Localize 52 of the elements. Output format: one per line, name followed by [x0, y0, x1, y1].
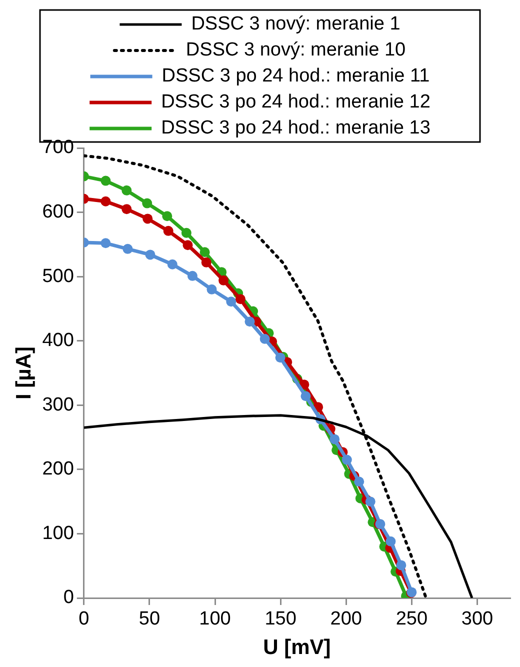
point	[396, 560, 406, 570]
legend-label: DSSC 3 po 24 hod.: meranie 13	[161, 118, 430, 139]
legend-label: DSSC 3 po 24 hod.: meranie 12	[161, 92, 430, 113]
point	[218, 275, 229, 286]
point	[235, 294, 246, 304]
legend-label: DSSC 3 po 24 hod.: meranie 11	[162, 66, 430, 87]
legend-label: DSSC 3 nový: meranie 10	[186, 40, 406, 61]
x-tick-label: 250	[396, 608, 428, 630]
point	[244, 316, 255, 327]
point	[342, 454, 352, 465]
y-axis-title: I [µA]	[12, 346, 36, 400]
y-tick-label: 400	[42, 330, 74, 352]
point	[330, 434, 340, 444]
point	[122, 244, 133, 254]
point	[162, 211, 172, 222]
point	[167, 259, 178, 270]
point	[182, 240, 193, 250]
point	[275, 352, 286, 363]
y-tick-label: 500	[42, 266, 74, 287]
x-tick-label: 50	[138, 608, 160, 630]
point	[142, 198, 152, 208]
point	[187, 270, 198, 281]
x-axis-title: U [mV]	[263, 636, 331, 660]
point	[145, 250, 156, 260]
point	[201, 257, 212, 268]
x-tick-label: 100	[199, 608, 231, 630]
y-tick-label: 0	[63, 587, 74, 608]
y-tick-label: 300	[42, 394, 74, 416]
x-tick-label: 0	[78, 608, 90, 630]
point	[365, 496, 376, 507]
point	[142, 214, 153, 224]
point	[181, 228, 192, 238]
y-tick-label: 100	[42, 522, 74, 544]
point	[100, 238, 111, 248]
point	[354, 476, 364, 487]
y-tick-label: 200	[42, 458, 74, 480]
x-tick-label: 150	[264, 608, 296, 630]
point	[206, 284, 217, 294]
point	[100, 196, 111, 206]
x-tick-label: 200	[330, 608, 362, 630]
x-tick-label: 300	[461, 608, 494, 630]
point	[300, 391, 311, 402]
point	[260, 334, 270, 344]
point	[386, 536, 396, 546]
point	[122, 204, 132, 214]
point	[200, 247, 210, 258]
y-tick-label: 600	[42, 202, 74, 223]
point	[226, 296, 236, 307]
point	[122, 185, 132, 196]
point	[163, 226, 174, 236]
point	[100, 176, 111, 186]
legend-label: DSSC 3 nový: meranie 1	[191, 14, 400, 35]
